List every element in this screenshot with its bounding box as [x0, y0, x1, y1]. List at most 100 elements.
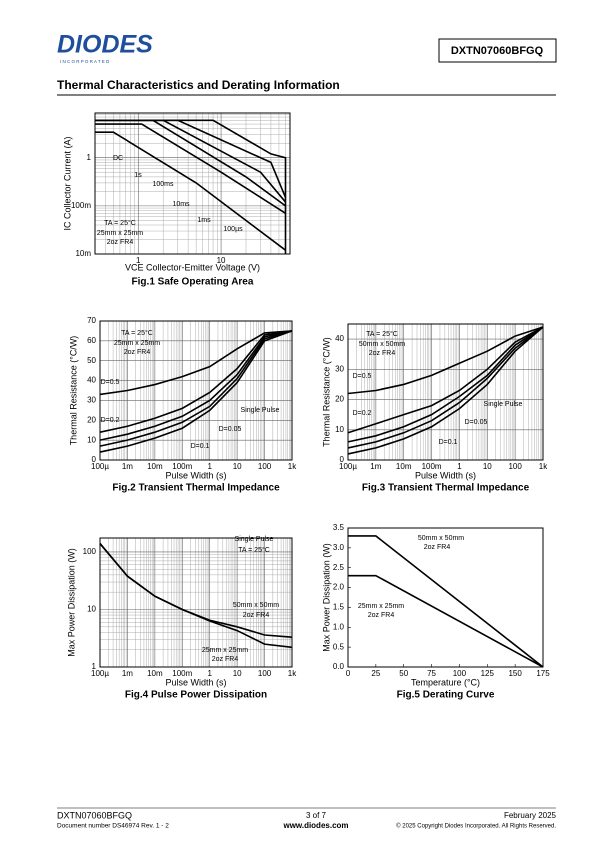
series-label: 1ms [197, 217, 211, 224]
annotation: 2oz FR4 [243, 612, 270, 619]
x-tick-label: 100 [258, 669, 272, 678]
y-tick-label: 0 [92, 455, 97, 464]
x-tick-label: 100 [258, 462, 272, 471]
series-label: 25mm x 25mm [202, 647, 248, 654]
x-axis-label: Temperature (°C) [411, 677, 480, 687]
x-tick-label: 100m [422, 462, 442, 471]
y-axis-label: Max Power Dissipation (W) [66, 548, 76, 657]
x-tick-label: 10m [147, 669, 163, 678]
annotation: TA = 25°C [121, 329, 153, 337]
series-label: D=0.1 [191, 443, 210, 450]
y-tick-label: 100m [71, 201, 91, 210]
footer-page: 3 of 7 [306, 811, 327, 820]
series-line [95, 131, 286, 251]
y-tick-label: 70 [87, 316, 96, 325]
part-number: DXTN07060BFGQ [451, 45, 544, 57]
series-line [348, 574, 544, 668]
y-tick-label: 100 [83, 547, 97, 556]
annotation: 25mm x 25mm [97, 230, 143, 237]
series-line [99, 330, 293, 433]
x-tick-label: 10 [217, 256, 226, 265]
y-tick-label: 10 [87, 605, 96, 614]
series-label: D=0.2 [101, 417, 120, 424]
section-title: Thermal Characteristics and Derating Inf… [57, 78, 340, 92]
x-tick-label: 1m [122, 669, 133, 678]
series-line [348, 535, 544, 668]
x-tick-label: 1k [288, 669, 297, 678]
series-label: 100ms [152, 181, 174, 188]
series-label: D=0.05 [465, 419, 488, 426]
y-tick-label: 0 [340, 455, 345, 464]
x-tick-label: 100m [172, 669, 192, 678]
footer-date: February 2025 [504, 811, 557, 820]
x-tick-label: 1 [457, 462, 462, 471]
plot-area [348, 528, 543, 667]
y-tick-label: 50 [87, 356, 96, 365]
x-tick-label: 100µ [339, 462, 357, 471]
x-tick-label: 100 [508, 462, 522, 471]
series-line [347, 326, 544, 443]
logo: DIODES [57, 31, 153, 59]
series-label: D=0.5 [101, 379, 120, 386]
plot-frame [347, 323, 544, 461]
x-tick-label: 10m [396, 462, 412, 471]
x-tick-label: 100 [453, 669, 467, 678]
y-tick-label: 10 [87, 435, 96, 444]
series-label: 100µs [223, 226, 243, 233]
series-line [99, 543, 293, 649]
y-tick-label: 1 [87, 153, 92, 162]
figure-caption: Fig.4 Pulse Power Dissipation [125, 690, 267, 701]
series-label: 25mm x 25mm [358, 603, 404, 610]
annotation: TA = 25°C [238, 546, 270, 554]
plot-frame [347, 527, 544, 668]
series-label: DC [113, 155, 123, 162]
series-label: Single Pulse [484, 401, 523, 408]
series-label: 50mm x 50mm [418, 535, 464, 542]
series-line [95, 123, 286, 214]
x-tick-label: 175 [536, 669, 550, 678]
series-label: 1s [134, 172, 142, 179]
x-tick-label: 125 [481, 669, 495, 678]
y-tick-label: 1.0 [333, 622, 345, 631]
footer-copyright: © 2025 Copyright Diodes Incorporated. Al… [396, 823, 556, 830]
series-label: 50mm x 50mm [233, 602, 279, 609]
figure-caption: Fig.5 Derating Curve [397, 690, 495, 701]
y-axis-label: Thermal Resistance (°C/W) [68, 336, 78, 446]
footer-part: DXTN07060BFGQ [57, 810, 132, 820]
y-tick-label: 10m [75, 249, 91, 258]
y-axis-label: Thermal Resistance (°C/W) [321, 337, 331, 447]
x-tick-label: 1m [370, 462, 381, 471]
x-tick-label: 1k [288, 462, 297, 471]
plot-frame [99, 537, 293, 668]
y-tick-label: 1.5 [333, 603, 345, 612]
y-tick-label: 40 [87, 376, 96, 385]
annotation: 2oz FR4 [107, 239, 134, 246]
series-line [347, 326, 544, 434]
figure-caption: Fig.1 Safe Operating Area [132, 277, 254, 288]
y-tick-label: 40 [335, 334, 344, 343]
y-tick-label: 2.5 [333, 563, 345, 572]
annotation: 50mm x 50mm [359, 341, 405, 348]
x-tick-label: 100m [172, 462, 192, 471]
series-line [347, 326, 544, 455]
y-tick-label: 20 [87, 415, 96, 424]
series-line [99, 330, 293, 453]
y-tick-label: 20 [335, 395, 344, 404]
x-tick-label: 1m [122, 462, 133, 471]
x-axis-label: VCE Collector-Emitter Voltage (V) [125, 262, 260, 272]
annotation: 2oz FR4 [212, 656, 239, 663]
annotation: 2oz FR4 [424, 544, 451, 551]
x-tick-label: 25 [371, 669, 380, 678]
y-tick-label: 30 [87, 396, 96, 405]
series-line [95, 119, 287, 254]
series-label: Single Pulse [241, 407, 280, 414]
x-tick-label: 10 [233, 462, 242, 471]
x-tick-label: 1 [136, 256, 141, 265]
x-tick-label: 150 [508, 669, 522, 678]
x-tick-label: 1k [539, 462, 548, 471]
y-tick-label: 0.0 [333, 662, 345, 671]
series-label: D=0.2 [353, 410, 372, 417]
series-label: D=0.5 [353, 373, 372, 380]
y-tick-label: 60 [87, 336, 96, 345]
